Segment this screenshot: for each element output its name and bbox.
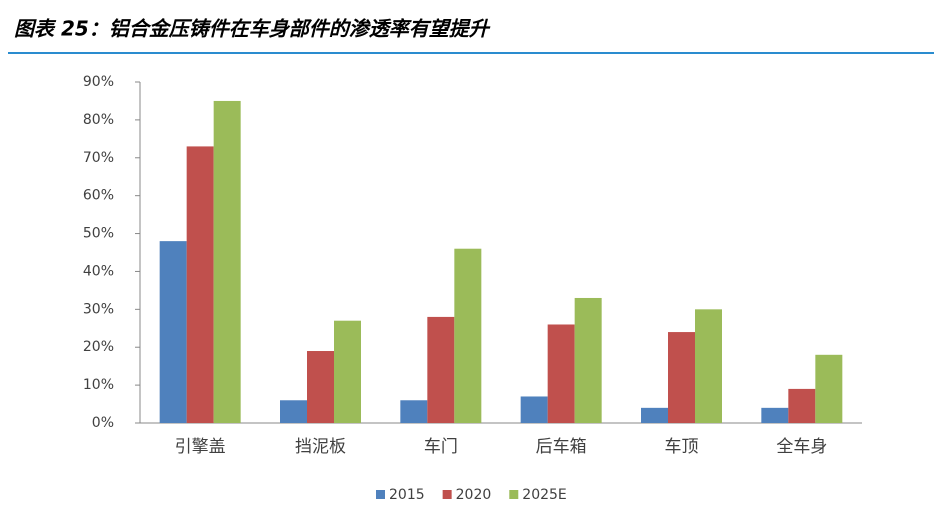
x-tick-label: 挡泥板: [295, 437, 346, 457]
y-tick-label: 0%: [92, 415, 114, 431]
legend-swatch: [509, 490, 519, 499]
bar: [641, 407, 668, 423]
y-tick-label: 70%: [83, 150, 114, 166]
x-tick-label: 后车箱: [536, 437, 587, 457]
y-tick-label: 80%: [83, 112, 114, 128]
bar: [307, 351, 334, 423]
x-tick-label: 全车身: [776, 437, 827, 457]
bar: [761, 407, 789, 423]
bar: [186, 146, 214, 423]
legend-label: 2025E: [522, 487, 566, 503]
bar: [400, 400, 428, 423]
bar: [159, 241, 187, 423]
x-tick-label: 车顶: [665, 437, 699, 457]
x-tick-label: 车门: [424, 437, 458, 457]
bar: [788, 388, 816, 423]
bar: [280, 400, 307, 423]
y-tick-label: 30%: [83, 301, 114, 317]
y-tick-label: 60%: [83, 188, 114, 204]
bar: [427, 316, 455, 423]
bar: [213, 100, 241, 423]
y-tick-label: 90%: [83, 74, 114, 90]
x-tick-label: 引擎盖: [175, 437, 226, 457]
y-tick-label: 10%: [83, 377, 114, 393]
y-tick-label: 20%: [83, 339, 114, 355]
y-tick-label: 50%: [83, 226, 114, 242]
bar: [454, 248, 482, 423]
bar: [695, 309, 722, 423]
legend-label: 2015: [389, 487, 425, 503]
chart-title: 图表 25：铝合金压铸件在车身部件的渗透率有望提升: [14, 17, 491, 41]
legend-label: 2020: [456, 487, 492, 503]
bar: [574, 297, 602, 423]
legend-swatch: [376, 490, 385, 499]
legend-swatch: [442, 490, 452, 499]
bar: [668, 332, 695, 423]
bar: [520, 396, 548, 423]
bar: [547, 324, 575, 423]
bar: [334, 320, 361, 423]
bar: [815, 354, 843, 423]
y-tick-label: 40%: [83, 263, 114, 279]
